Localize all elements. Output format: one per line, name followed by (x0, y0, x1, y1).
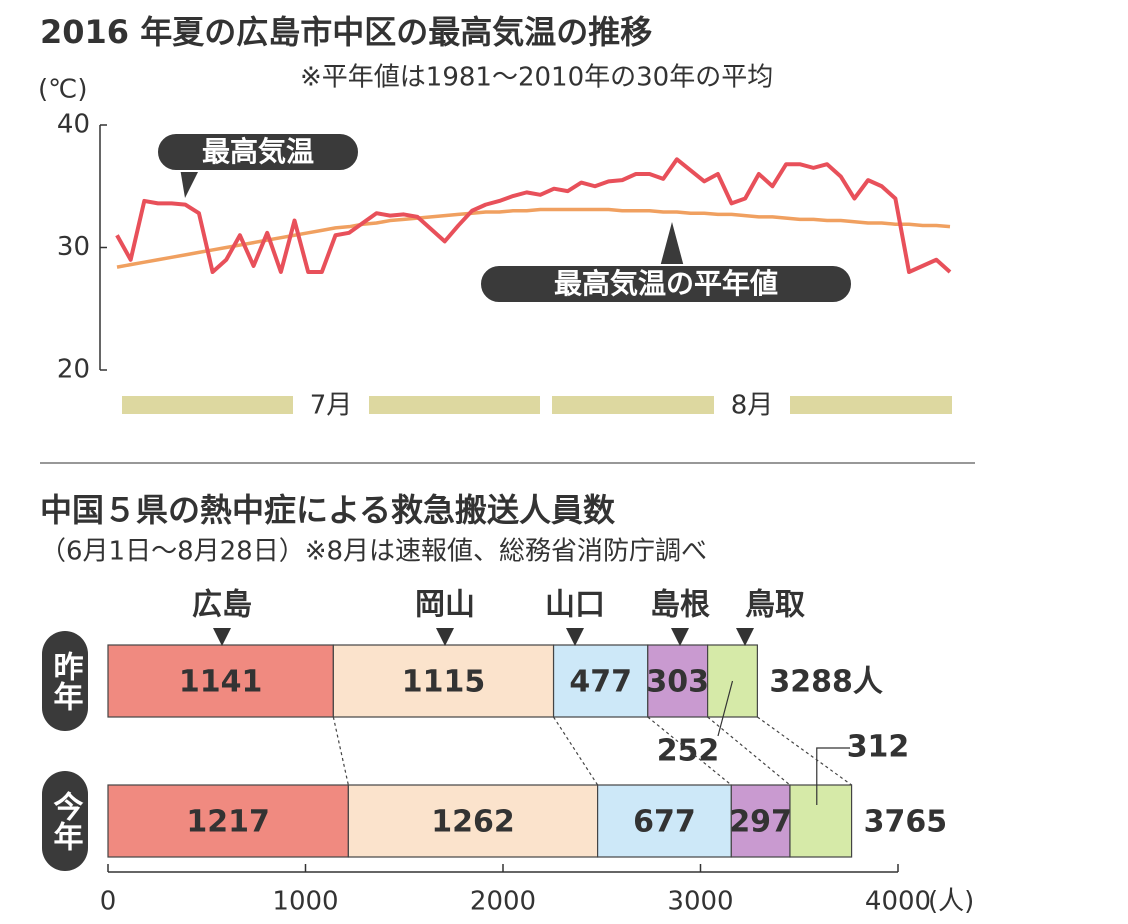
bar-segment (597, 784, 732, 858)
bar-segment (107, 784, 349, 858)
month-label: 8月 (731, 391, 774, 421)
note: ※平年値は1981～2010年の30年の平均 (300, 63, 773, 93)
y-tick-label: 20 (57, 355, 90, 385)
series-label: 岡山 (415, 588, 475, 623)
series-label: 山口 (545, 588, 605, 623)
month-label: 7月 (310, 391, 353, 421)
value-label: 303 (646, 665, 709, 700)
leader-line (717, 680, 734, 737)
value-label: 252 (657, 734, 720, 769)
value-label: 1115 (402, 665, 486, 700)
total-label: 3765 (864, 805, 948, 840)
value-label: 677 (633, 805, 696, 840)
label-bg (293, 392, 369, 420)
label-bg (714, 392, 790, 420)
series-pointer (436, 628, 454, 646)
series-pointer (566, 628, 584, 646)
series-label: 鳥取 (745, 588, 805, 623)
bar-segment (107, 644, 334, 718)
legend-label: 最高気温 (202, 135, 314, 168)
callout-pointer (660, 222, 684, 267)
x-tick-label: 3000 (667, 887, 733, 917)
x-tick-label: 4000 (865, 887, 931, 917)
y-tick-label: 40 (57, 110, 90, 140)
bar-segment (347, 784, 599, 858)
callout-pointer (180, 168, 200, 198)
line-series (115, 157, 952, 274)
row-label: 今年 (48, 790, 84, 851)
bar-segment (552, 644, 649, 718)
callout (479, 264, 853, 304)
legend-label: 最高気温の平年値 (554, 267, 778, 300)
row-label-bg (42, 771, 88, 871)
bar-segment (332, 644, 555, 718)
subtitle: （6月1日～8月28日）※8月は速報値、総務省消防庁調べ (40, 537, 707, 567)
x-tick-label: 2000 (470, 887, 536, 917)
series-label: 島根 (650, 588, 710, 623)
x-tick-label: 0 (100, 887, 117, 917)
value-label: 312 (847, 730, 910, 765)
value-label: 1262 (431, 805, 515, 840)
bar-segment (789, 784, 853, 858)
value-label: 1141 (179, 665, 263, 700)
leader-line (816, 747, 850, 805)
value-label: 1217 (186, 805, 270, 840)
connector (553, 716, 599, 786)
total-label: 3288人 (769, 665, 883, 700)
connector (757, 716, 852, 786)
y-tick-label: 30 (57, 232, 90, 262)
row-label-bg (42, 631, 88, 731)
x-tick-label: 1000 (272, 887, 338, 917)
value-label: 477 (569, 665, 632, 700)
x-axis-label: (人) (928, 887, 974, 917)
chart-title: 中国５県の熱中症による救急搬送人員数 (40, 491, 616, 529)
y-axis-label: (℃) (38, 75, 88, 105)
row-label: 昨年 (48, 651, 84, 711)
series-pointer (213, 628, 231, 646)
value-label: 297 (729, 805, 792, 840)
chart-title: 2016 年夏の広島市中区の最高気温の推移 (40, 13, 652, 51)
line-series (116, 207, 951, 269)
callout (156, 132, 360, 172)
series-label: 広島 (192, 588, 252, 623)
series-pointer (671, 628, 689, 646)
series-pointer (736, 628, 754, 646)
